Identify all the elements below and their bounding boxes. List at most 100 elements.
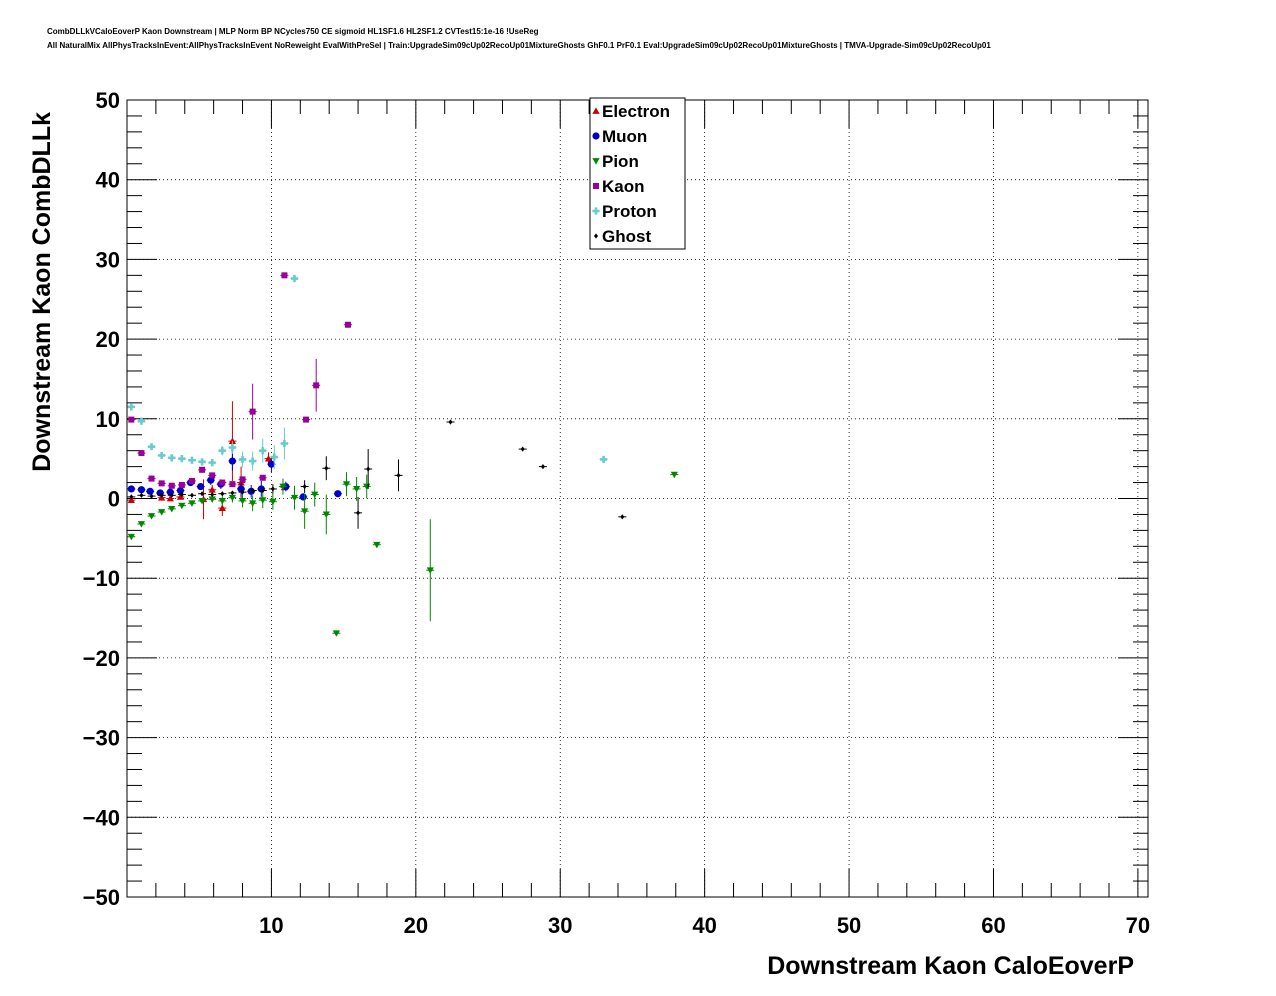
- x-axis-title: Downstream Kaon CaloEoverP: [767, 952, 1134, 980]
- ghost-point: [179, 491, 184, 498]
- kaon-point: [158, 480, 165, 487]
- pion-point: [238, 498, 247, 505]
- proton-point: [198, 458, 206, 466]
- electron-point: [176, 493, 185, 500]
- ghost-point: [620, 514, 625, 520]
- pion-point: [290, 494, 299, 502]
- kaon-point: [259, 474, 266, 481]
- proton-point: [178, 455, 186, 463]
- pion-point: [373, 541, 381, 549]
- muon-point: [137, 486, 146, 494]
- pion-point: [249, 500, 257, 507]
- series-proton: [127, 274, 608, 471]
- x-tick-label: 20: [404, 913, 428, 938]
- electron-point: [127, 496, 135, 503]
- pion-point: [332, 630, 340, 637]
- muon-point: [146, 487, 154, 495]
- legend-label-ghost: Ghost: [602, 227, 651, 246]
- proton-point: [228, 443, 237, 452]
- ghost-point: [270, 486, 275, 492]
- proton-point: [599, 455, 608, 464]
- x-tick-label: 60: [981, 913, 1005, 938]
- pion-point: [137, 521, 146, 528]
- muon-point: [267, 460, 276, 468]
- y-tick-label: 0: [108, 487, 120, 512]
- ghost-point: [220, 491, 225, 497]
- pion-point: [259, 497, 267, 504]
- pion-point: [670, 471, 678, 479]
- electron-point: [208, 486, 216, 493]
- series-kaon: [127, 272, 352, 489]
- pion-point: [342, 481, 351, 488]
- ghost-point: [169, 492, 174, 498]
- muon-point: [127, 485, 135, 493]
- x-tick-label: 40: [692, 913, 716, 938]
- ghost-point: [230, 490, 235, 496]
- kaon-point: [239, 476, 246, 483]
- electron-point: [228, 437, 237, 444]
- kaon-point: [128, 416, 135, 423]
- y-tick-label: 30: [96, 247, 120, 272]
- legend-label-kaon: Kaon: [602, 177, 645, 196]
- proton-point: [147, 443, 156, 451]
- ghost-point: [200, 491, 205, 497]
- kaon-point: [209, 472, 216, 479]
- ghost-point: [129, 494, 134, 500]
- muon-point: [197, 482, 205, 491]
- pion-point: [127, 533, 135, 541]
- pion-point: [158, 509, 166, 516]
- muon-point: [299, 493, 307, 501]
- x-tick-label: 10: [259, 913, 283, 938]
- ghost-point: [240, 489, 245, 495]
- proton-point: [168, 454, 176, 462]
- ghost-point: [149, 493, 154, 499]
- legend-label-proton: Proton: [602, 202, 657, 221]
- muon-point: [334, 490, 342, 498]
- ghost-point: [302, 483, 307, 490]
- series-ghost: [127, 419, 627, 529]
- tick-labels: 10 20 30 40 50 60 70 −50 −40 −30 −20 −10 0 10 20 30 40 50: [83, 88, 1150, 938]
- grid-lines: [127, 100, 1148, 897]
- ghost-point: [396, 472, 401, 478]
- y-tick-label: −40: [83, 805, 120, 830]
- proton-point: [290, 274, 299, 283]
- proton-point: [218, 447, 226, 455]
- proton-point: [137, 417, 146, 425]
- chart-title-line-1: CombDLLkVCaloEoverP Kaon Downstream | ML…: [47, 27, 539, 36]
- pion-point: [228, 494, 237, 502]
- pion-point: [178, 502, 186, 510]
- ghost-point: [189, 492, 194, 498]
- proton-point: [259, 447, 267, 455]
- kaon-point: [199, 466, 206, 473]
- y-tick-label: −50: [83, 885, 120, 910]
- kaon-point: [178, 481, 185, 488]
- pion-point: [218, 498, 226, 505]
- ghost-point: [250, 487, 255, 494]
- y-tick-label: 20: [96, 327, 120, 352]
- legend-box: [589, 97, 686, 250]
- ghost-point: [356, 510, 361, 516]
- ghost-point: [540, 464, 545, 470]
- y-tick-label: 10: [96, 407, 120, 432]
- legend-marker-pion: [592, 158, 600, 165]
- pion-point: [426, 567, 434, 574]
- legend-label-electron: Electron: [602, 102, 670, 121]
- ghost-point: [448, 419, 453, 425]
- proton-point: [249, 457, 257, 465]
- pion-point: [301, 508, 309, 515]
- proton-point: [280, 439, 289, 448]
- legend-label-pion: Pion: [602, 152, 639, 171]
- ghost-point: [366, 466, 371, 472]
- x-tick-label: 50: [837, 913, 861, 938]
- y-tick-label: −10: [83, 566, 120, 591]
- pion-point: [208, 496, 216, 503]
- proton-point: [270, 453, 278, 461]
- kaon-point: [188, 477, 195, 484]
- proton-point: [188, 456, 196, 464]
- pion-point: [198, 498, 206, 505]
- legend-marker-muon: [592, 132, 600, 140]
- electron-point: [166, 494, 174, 502]
- y-tick-label: −20: [83, 646, 120, 671]
- ghost-point: [260, 487, 265, 494]
